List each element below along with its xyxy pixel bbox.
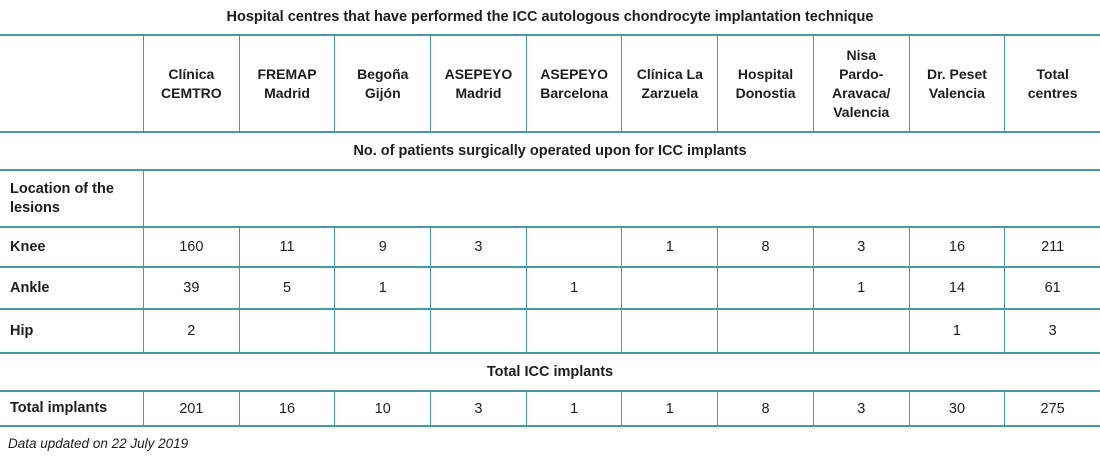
data-cell: 1 <box>334 268 430 308</box>
data-cell: 8 <box>717 392 813 425</box>
col-header-begona-gijon: Begoña Gijón <box>334 36 430 131</box>
header-corner-cell <box>0 36 143 131</box>
data-cell: 30 <box>908 392 1005 425</box>
section-total-icc-label: Total ICC implants <box>486 364 614 380</box>
col-header-dr-peset-valencia: Dr. Peset Valencia <box>908 36 1005 131</box>
data-cell: 39 <box>143 268 239 308</box>
section-patients-label: No. of patients surgically operated upon… <box>353 143 747 159</box>
data-cell: 16 <box>908 228 1005 266</box>
col-header-fremap-madrid: FREMAP Madrid <box>238 36 335 131</box>
table-row-total-implants: Total implants 201 16 10 3 1 1 8 3 30 27… <box>0 390 1100 427</box>
col-header-total-centres: Total centres <box>1004 36 1100 131</box>
table-row-hip: Hip 2 1 3 <box>0 308 1100 352</box>
data-updated-footnote: Data updated on 22 July 2019 <box>8 436 189 451</box>
data-cell: 1 <box>525 268 622 308</box>
section-patients-row: No. of patients surgically operated upon… <box>0 131 1100 169</box>
data-cell <box>812 310 909 352</box>
data-cell: 1 <box>621 228 717 266</box>
data-cell: 5 <box>238 268 335 308</box>
data-cell: 3 <box>1004 310 1100 352</box>
data-cell <box>621 310 717 352</box>
location-of-lesions-empty-cell <box>143 171 1100 226</box>
data-cell: 3 <box>430 228 526 266</box>
col-header-clinica-cemtro: Clínica CEMTRO <box>143 36 239 131</box>
data-cell: 3 <box>812 228 909 266</box>
data-cell: 211 <box>1004 228 1100 266</box>
data-cell: 2 <box>143 310 239 352</box>
data-cell: 201 <box>143 392 239 425</box>
data-cell <box>717 310 813 352</box>
row-label-ankle: Ankle <box>10 279 50 296</box>
data-cell <box>430 268 526 308</box>
location-of-lesions-row: Location of the lesions <box>0 169 1100 226</box>
row-label-hip: Hip <box>10 322 34 339</box>
data-cell: 61 <box>1004 268 1100 308</box>
data-cell: 16 <box>238 392 335 425</box>
table-row-knee: Knee 160 11 9 3 1 8 3 16 211 <box>0 226 1100 266</box>
col-header-asepeyo-barcelona: ASEPEYO Barcelona <box>525 36 622 131</box>
data-cell <box>238 310 335 352</box>
data-cell: 8 <box>717 228 813 266</box>
section-total-icc-row: Total ICC implants <box>0 352 1100 390</box>
data-cell: 1 <box>908 310 1005 352</box>
table-row-ankle: Ankle 39 5 1 1 1 14 61 <box>0 266 1100 308</box>
col-header-clinica-la-zarzuela: Clínica La Zarzuela <box>621 36 717 131</box>
col-header-asepeyo-madrid: ASEPEYO Madrid <box>430 36 526 131</box>
data-cell <box>430 310 526 352</box>
row-label-knee: Knee <box>10 238 46 255</box>
table-title: Hospital centres that have performed the… <box>226 9 874 25</box>
data-cell: 3 <box>812 392 909 425</box>
location-of-lesions-label: Location of the lesions <box>10 180 114 216</box>
data-cell: 160 <box>143 228 239 266</box>
data-cell: 1 <box>525 392 622 425</box>
data-cell: 1 <box>621 392 717 425</box>
data-cell <box>621 268 717 308</box>
header-row: Clínica CEMTRO FREMAP Madrid Begoña Gijó… <box>0 34 1100 131</box>
data-cell: 3 <box>430 392 526 425</box>
row-label-total-implants: Total implants <box>10 400 108 416</box>
data-cell <box>525 310 622 352</box>
data-cell: 11 <box>238 228 335 266</box>
data-cell: 275 <box>1004 392 1100 425</box>
data-cell <box>525 228 622 266</box>
data-cell <box>717 268 813 308</box>
data-cell <box>334 310 430 352</box>
col-header-hospital-donostia: Hospital Donostia <box>717 36 813 131</box>
col-header-nisa-pardo-aravaca-valencia: Nisa Pardo- Aravaca/ Valencia <box>812 36 909 131</box>
data-cell: 9 <box>334 228 430 266</box>
data-cell: 10 <box>334 392 430 425</box>
data-cell: 1 <box>812 268 909 308</box>
data-cell: 14 <box>908 268 1005 308</box>
